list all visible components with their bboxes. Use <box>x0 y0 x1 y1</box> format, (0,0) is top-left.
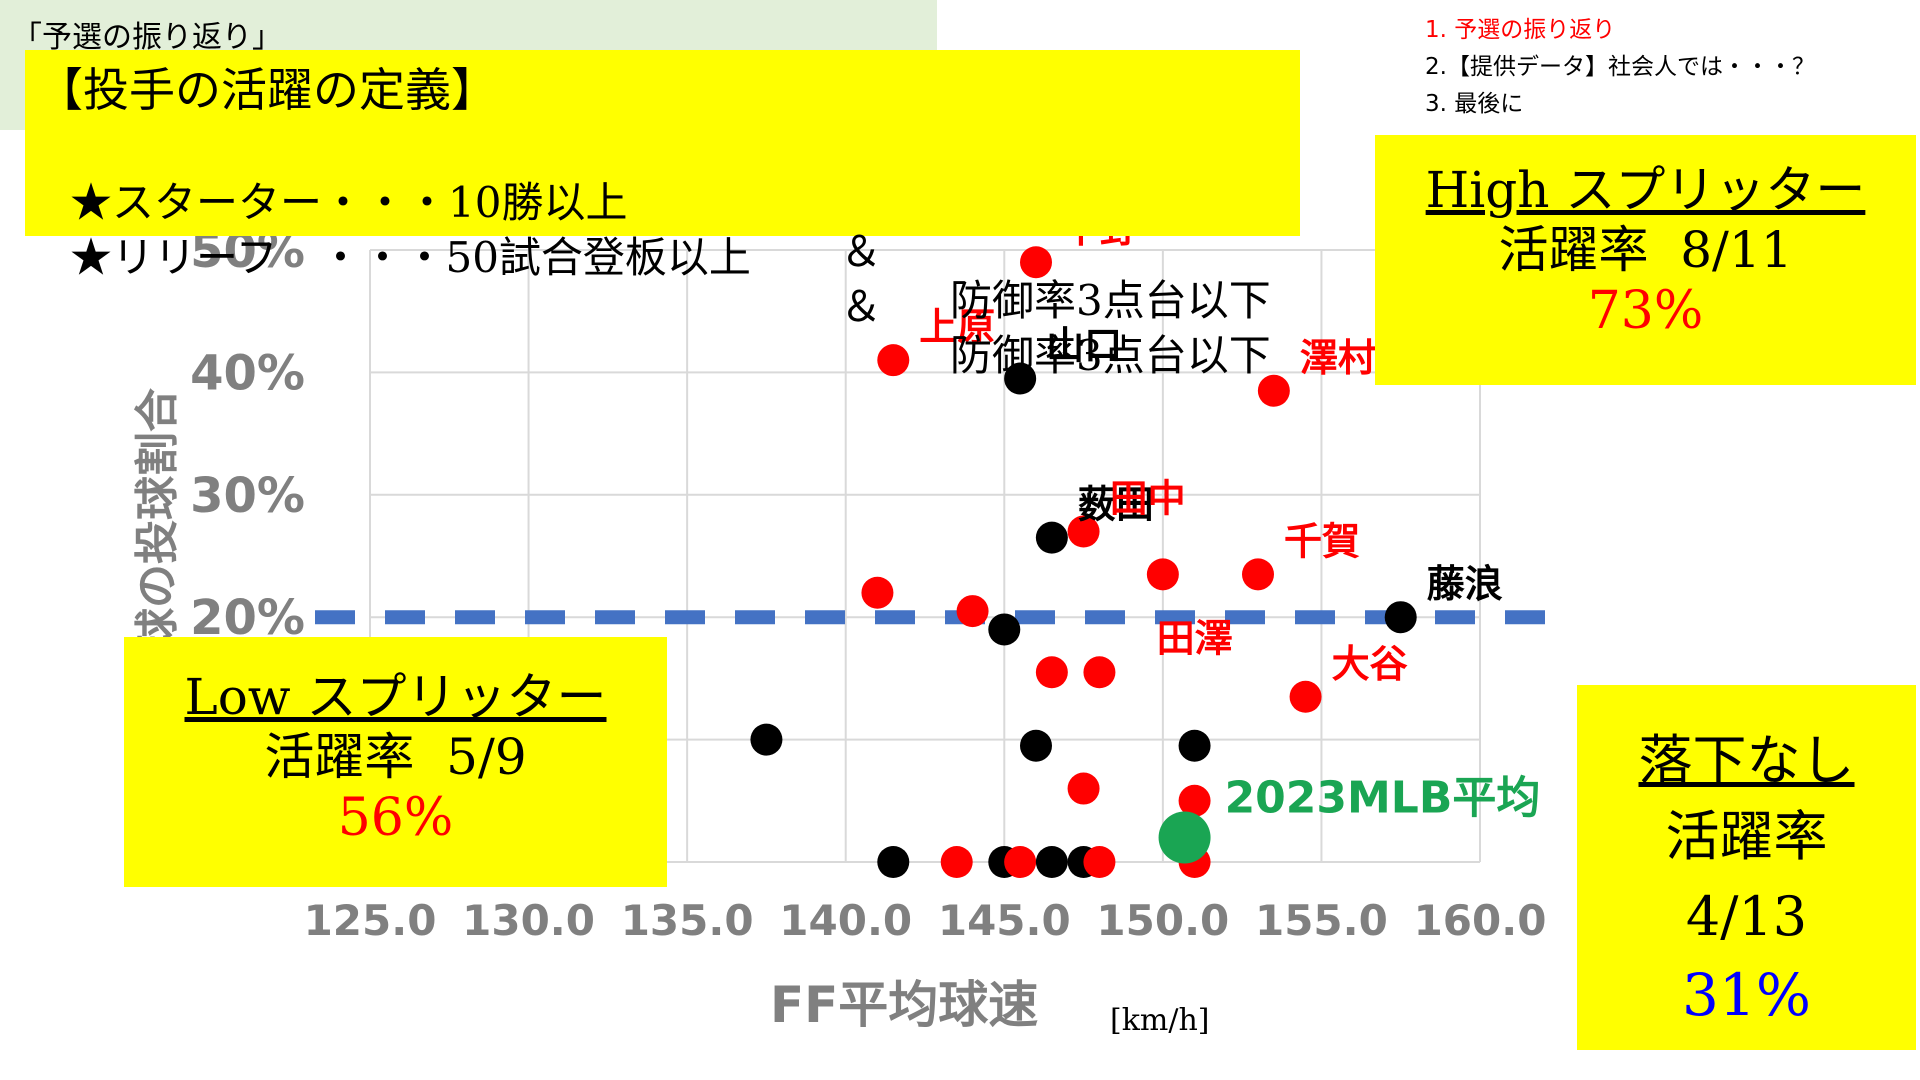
data-point <box>1257 374 1290 407</box>
data-point <box>877 344 910 377</box>
mlb-average-point <box>1158 811 1211 864</box>
reliever-definition: ★リリーフ ・・・50試合登板以上 ＆ 防御率3点台以下 <box>70 175 1290 380</box>
x-tick-label: 140.0 <box>779 896 912 945</box>
starter-amp: ＆ <box>840 227 883 276</box>
x-tick-label: 135.0 <box>621 896 754 945</box>
section-title: 「予選の振り返り」 <box>12 20 282 55</box>
data-point <box>1178 729 1211 762</box>
x-axis-title: FF平均球速 <box>770 976 1038 1034</box>
data-point <box>877 846 910 878</box>
data-point <box>988 613 1021 646</box>
x-tick-labels: 125.0 130.0 135.0 140.0 145.0 150.0 155.0 160.0 <box>304 896 1547 945</box>
reliever-label: ★リリーフ ・・・50試合登板以上 <box>70 233 751 282</box>
data-point <box>750 723 783 756</box>
x-tick-label: 125.0 <box>304 896 437 945</box>
high-splitter-rate: 活躍率 8/11 <box>1375 220 1916 280</box>
data-point <box>1289 680 1322 713</box>
data-point <box>1020 246 1052 279</box>
low-rate-label: 活躍率 <box>264 728 415 786</box>
point-label: 澤村 <box>1300 336 1376 380</box>
y-tick-labels: 20%30%40%50% <box>190 223 305 646</box>
data-point <box>1035 521 1068 554</box>
point-label: 藤浪 <box>1427 562 1503 606</box>
no-drop-percent: 31% <box>1682 961 1811 1029</box>
low-splitter-rate: 活躍率 5/9 <box>124 727 667 787</box>
x-tick-label: 155.0 <box>1255 896 1388 945</box>
high-rate-value: 8/11 <box>1680 221 1793 279</box>
low-splitter-title: Low スプリッター <box>184 668 607 726</box>
y-tick-label: 40% <box>190 345 305 401</box>
point-label: 山口 <box>1046 324 1122 368</box>
high-rate-label: 活躍率 <box>1498 221 1649 279</box>
high-splitter-title: High スプリッター <box>1425 161 1866 219</box>
data-point <box>1035 846 1068 878</box>
definition-title: 【投手の活躍の定義】 <box>37 63 497 117</box>
reliever-amp: ＆ <box>840 282 883 331</box>
x-tick-label: 150.0 <box>1096 896 1229 945</box>
point-labels: 平野上原山口澤村薮田田中千賀藤浪大谷田澤2023MLB平均 <box>919 207 1540 823</box>
no-drop-box: 落下なし 活躍率 4/13 31% <box>1577 685 1916 1050</box>
starter-condition: 防御率3点台以下 <box>950 276 1271 325</box>
no-drop-rate-value: 4/13 <box>1685 885 1808 948</box>
low-rate-value: 5/9 <box>446 728 527 786</box>
low-splitter-percent: 56% <box>337 788 454 848</box>
data-point <box>1146 558 1179 591</box>
low-splitter-box: Low スプリッター 活躍率 5/9 56% <box>124 637 667 887</box>
data-point <box>861 576 894 609</box>
starter-definition: ★スターター・・・10勝以上 ＆ 防御率3点台以下 <box>70 120 1290 325</box>
data-points <box>750 246 1417 878</box>
data-point <box>1384 601 1417 634</box>
data-point <box>1083 846 1116 878</box>
x-axis-unit: [km/h] <box>1110 1003 1209 1038</box>
no-drop-title: 落下なし <box>1638 729 1855 792</box>
data-point <box>1178 784 1211 817</box>
x-tick-label: 130.0 <box>462 896 595 945</box>
data-point <box>1083 656 1116 689</box>
mlb-average-label: 2023MLB平均 <box>1225 773 1541 824</box>
x-tick-label: 160.0 <box>1414 896 1547 945</box>
data-point <box>940 846 973 878</box>
data-point <box>956 595 989 628</box>
y-axis-title: 球の投球割合 <box>132 388 183 652</box>
data-point <box>1004 362 1037 395</box>
agenda-item-3[interactable]: 3. 最後に <box>1425 91 1524 117</box>
y-tick-label: 30% <box>190 468 305 524</box>
point-label: 大谷 <box>1332 642 1408 686</box>
definition-box: 【投手の活躍の定義】 ★スターター・・・10勝以上 ＆ 防御率3点台以下 ★リリ… <box>25 50 1300 380</box>
y-tick-label: 20% <box>190 590 305 646</box>
data-point <box>1242 558 1274 591</box>
point-label: 薮田 <box>1078 483 1154 527</box>
agenda-item-2[interactable]: 2.【提供データ】社会人では・・・？ <box>1425 54 1815 80</box>
data-point <box>1067 515 1100 548</box>
point-label: 千賀 <box>1284 519 1360 563</box>
annotation-label: 田澤 <box>1157 616 1233 660</box>
high-splitter-percent: 73% <box>1587 281 1704 341</box>
data-point <box>1020 729 1052 762</box>
data-point <box>1067 772 1100 805</box>
agenda-item-1[interactable]: 1. 予選の振り返り <box>1425 17 1616 43</box>
high-splitter-box: High スプリッター 活躍率 8/11 73% <box>1375 135 1916 385</box>
point-label: 田中 <box>1110 477 1186 521</box>
reliever-condition: 防御率3点台以下 <box>950 331 1271 380</box>
no-drop-rate-label: 活躍率 <box>1665 805 1828 868</box>
x-tick-label: 145.0 <box>938 896 1071 945</box>
starter-label: ★スターター・・・10勝以上 <box>70 178 628 227</box>
point-label: 上原 <box>919 305 995 349</box>
data-point <box>1035 656 1068 689</box>
data-point <box>1004 846 1037 878</box>
